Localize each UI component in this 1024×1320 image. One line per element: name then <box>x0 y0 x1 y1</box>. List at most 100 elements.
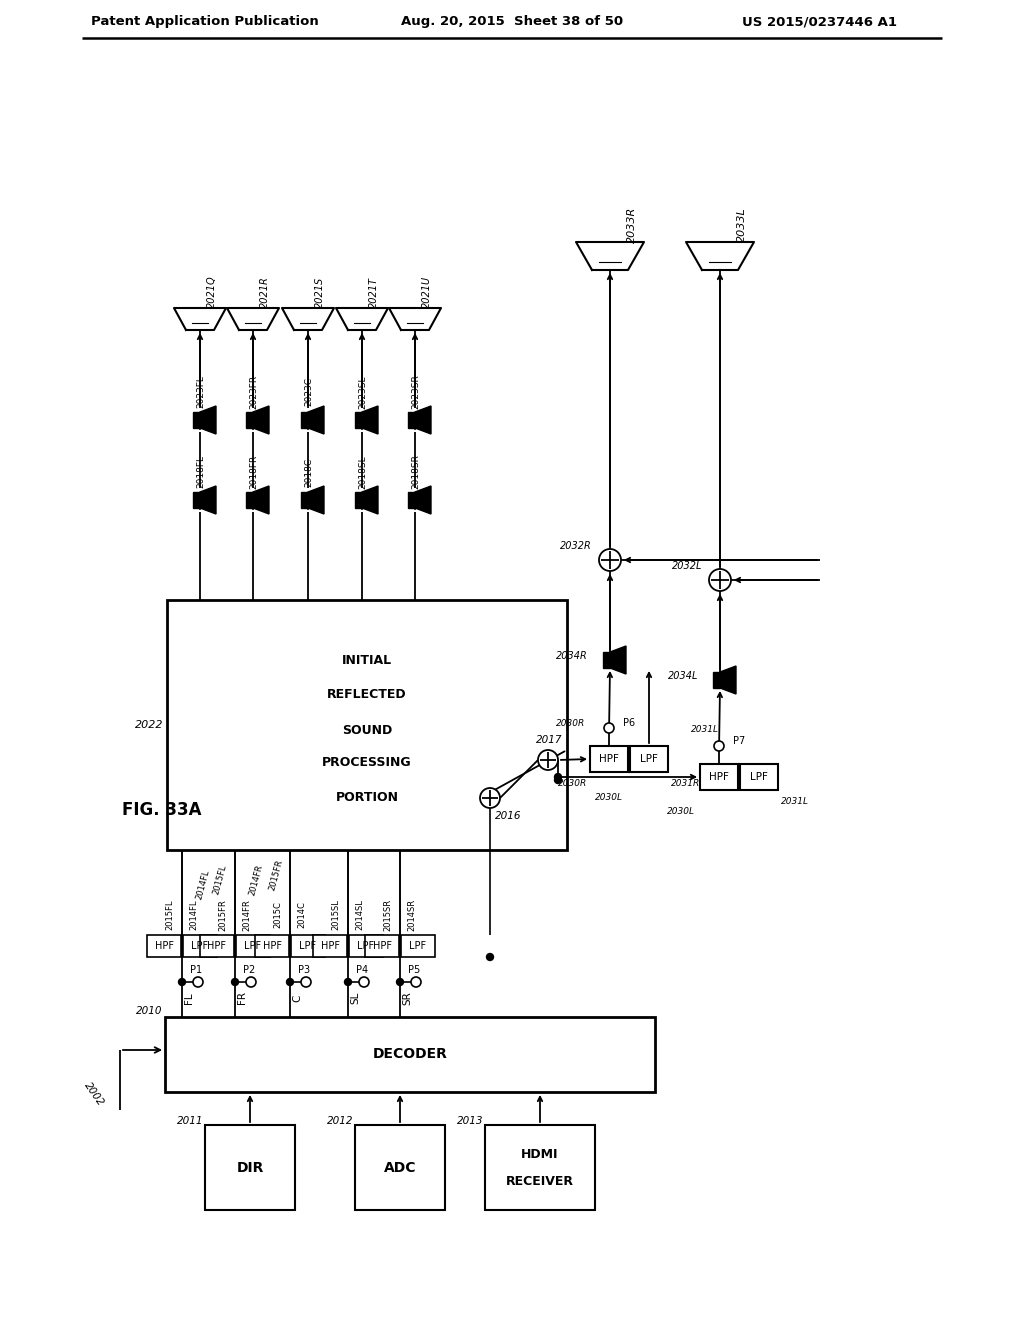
Circle shape <box>604 723 614 733</box>
Bar <box>740 764 778 789</box>
Bar <box>355 1125 445 1210</box>
Polygon shape <box>308 486 324 513</box>
Polygon shape <box>282 308 334 330</box>
Circle shape <box>599 549 621 572</box>
Text: LPF: LPF <box>357 941 375 950</box>
Circle shape <box>231 978 239 986</box>
Text: P2: P2 <box>243 965 255 975</box>
Text: 2031L: 2031L <box>691 725 719 734</box>
Text: 2022: 2022 <box>134 719 163 730</box>
Text: 2016: 2016 <box>495 810 521 821</box>
Circle shape <box>396 978 403 986</box>
Polygon shape <box>720 667 736 694</box>
Text: 2023C: 2023C <box>304 378 313 407</box>
Text: 2014FL: 2014FL <box>189 900 199 931</box>
Bar <box>167 601 567 850</box>
Polygon shape <box>686 242 754 271</box>
Bar <box>590 746 628 772</box>
Polygon shape <box>575 242 644 271</box>
Circle shape <box>344 978 351 986</box>
Polygon shape <box>301 492 308 508</box>
Text: LPF: LPF <box>245 941 261 950</box>
Circle shape <box>480 788 500 808</box>
Circle shape <box>193 977 203 987</box>
Circle shape <box>538 750 558 770</box>
Text: HDMI: HDMI <box>521 1148 559 1162</box>
Text: LPF: LPF <box>191 941 209 950</box>
Polygon shape <box>200 486 216 513</box>
Text: 2034L: 2034L <box>668 671 698 681</box>
Bar <box>236 935 270 957</box>
Text: HPF: HPF <box>208 941 226 950</box>
Text: 2011: 2011 <box>176 1115 203 1126</box>
Circle shape <box>246 977 256 987</box>
Text: PROCESSING: PROCESSING <box>323 756 412 770</box>
Text: 2021U: 2021U <box>422 276 432 308</box>
Text: HPF: HPF <box>155 941 173 950</box>
Text: SR: SR <box>402 991 412 1005</box>
Text: 2014C: 2014C <box>298 902 306 928</box>
Text: 2021S: 2021S <box>315 276 325 308</box>
Polygon shape <box>415 407 431 434</box>
Text: 2023SL: 2023SL <box>358 375 367 409</box>
Bar <box>349 935 383 957</box>
Text: SOUND: SOUND <box>342 723 392 737</box>
Polygon shape <box>227 308 279 330</box>
Bar <box>147 935 181 957</box>
Polygon shape <box>355 492 362 508</box>
Bar <box>165 1016 655 1092</box>
Text: P5: P5 <box>408 965 420 975</box>
Polygon shape <box>308 407 324 434</box>
Text: HPF: HPF <box>321 941 340 950</box>
Text: 2023FL: 2023FL <box>196 376 205 408</box>
Text: P3: P3 <box>298 965 310 975</box>
Text: FIG. 33A: FIG. 33A <box>122 801 202 818</box>
Circle shape <box>301 977 311 987</box>
Bar <box>401 935 435 957</box>
Text: 2015SL: 2015SL <box>332 899 341 931</box>
Text: 2021Q: 2021Q <box>207 276 217 309</box>
Text: 2013: 2013 <box>457 1115 483 1126</box>
Text: 2012: 2012 <box>327 1115 353 1126</box>
Text: PORTION: PORTION <box>336 791 398 804</box>
Bar <box>291 935 325 957</box>
Polygon shape <box>362 486 378 513</box>
Text: 2030R: 2030R <box>558 780 587 788</box>
Polygon shape <box>603 652 610 668</box>
Circle shape <box>555 774 561 780</box>
Text: 2002: 2002 <box>83 1080 106 1107</box>
Polygon shape <box>610 645 626 675</box>
Text: 2014FR: 2014FR <box>248 863 265 896</box>
Text: LPF: LPF <box>299 941 316 950</box>
Text: 2014SR: 2014SR <box>408 899 417 931</box>
Text: 2033R: 2033R <box>627 207 637 243</box>
Text: 2032R: 2032R <box>560 541 592 550</box>
Text: 2018SR: 2018SR <box>411 454 420 490</box>
Text: 2021T: 2021T <box>369 276 379 308</box>
Polygon shape <box>362 407 378 434</box>
Text: 2010: 2010 <box>135 1006 162 1016</box>
Text: FL: FL <box>184 993 194 1003</box>
Text: 2018FR: 2018FR <box>249 455 258 490</box>
Polygon shape <box>408 412 415 428</box>
Text: DECODER: DECODER <box>373 1048 447 1061</box>
Text: 2023SR: 2023SR <box>411 375 420 409</box>
Polygon shape <box>355 412 362 428</box>
Text: 2014FR: 2014FR <box>243 899 252 931</box>
Polygon shape <box>713 672 720 688</box>
Circle shape <box>486 953 494 961</box>
Text: RECEIVER: RECEIVER <box>506 1175 574 1188</box>
Circle shape <box>411 977 421 987</box>
Text: Aug. 20, 2015  Sheet 38 of 50: Aug. 20, 2015 Sheet 38 of 50 <box>401 16 623 29</box>
Circle shape <box>287 978 294 986</box>
Polygon shape <box>246 412 253 428</box>
Polygon shape <box>408 492 415 508</box>
Text: REFLECTED: REFLECTED <box>328 689 407 701</box>
Text: 2031R: 2031R <box>671 780 700 788</box>
Text: HPF: HPF <box>599 754 618 764</box>
Text: 2018SL: 2018SL <box>358 455 367 488</box>
Text: 2018C: 2018C <box>304 458 313 487</box>
Polygon shape <box>301 412 308 428</box>
Bar <box>365 935 399 957</box>
Text: Patent Application Publication: Patent Application Publication <box>91 16 318 29</box>
